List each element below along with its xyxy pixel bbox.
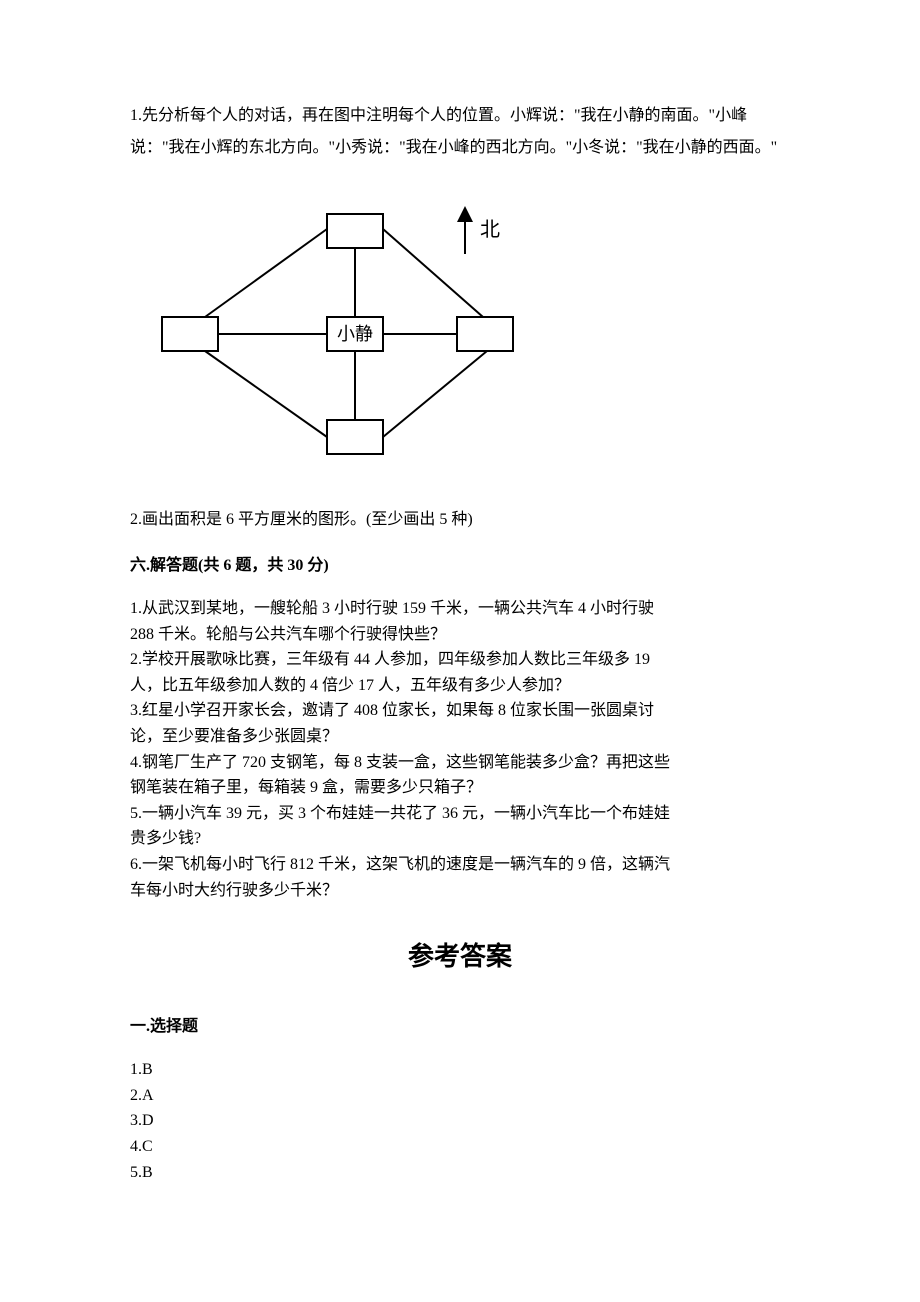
problem-1-line-1: 1.从武汉到某地，一艘轮船 3 小时行驶 159 千米，一辆公共汽车 4 小时行… [130,596,790,622]
problem-5-line-1: 5.一辆小汽车 39 元，买 3 个布娃娃一共花了 36 元，一辆小汽车比一个布… [130,801,790,827]
box-left [162,317,218,351]
answers-title: 参考答案 [130,931,790,983]
problem-3-line-2: 论，至少要准备多少张圆桌？ [130,724,790,750]
edge-bottom-left [205,351,327,437]
problem-5-line-2: 贵多少钱? [130,826,790,852]
question-2-text: 2.画出面积是 6 平方厘米的图形。(至少画出 5 种) [130,504,790,536]
problems-block: 1.从武汉到某地，一艘轮船 3 小时行驶 159 千米，一辆公共汽车 4 小时行… [130,596,790,903]
diagram-container: 北 小静 [130,184,790,474]
problem-1-line-2: 288 千米。轮船与公共汽车哪个行驶得快些？ [130,622,790,648]
edge-right-bottom [383,351,487,437]
problem-4-line-1: 4.钢笔厂生产了 720 支钢笔，每 8 支装一盒，这些钢笔能装多少盒？再把这些 [130,750,790,776]
edge-left-top [205,229,327,317]
answer-item: 1.B [130,1057,790,1083]
problem-6-line-1: 6.一架飞机每小时飞行 812 千米，这架飞机的速度是一辆汽车的 9 倍，这辆汽 [130,852,790,878]
position-diagram: 北 小静 [130,184,540,474]
document-page: 1.先分析每个人的对话，再在图中注明每个人的位置。小辉说："我在小静的南面。"小… [0,0,920,1302]
north-label: 北 [480,218,500,241]
answer-item: 5.B [130,1160,790,1186]
problem-2-line-2: 人，比五年级参加人数的 4 倍少 17 人，五年级有多少人参加？ [130,673,790,699]
box-right [457,317,513,351]
section-6-heading: 六.解答题(共 6 题，共 30 分) [130,550,790,582]
answers-list: 1.B 2.A 3.D 4.C 5.B [130,1057,790,1185]
answer-item: 2.A [130,1083,790,1109]
edge-top-right [383,229,483,317]
problem-6-line-2: 车每小时大约行驶多少千米？ [130,878,790,904]
answers-section-1-heading: 一.选择题 [130,1011,790,1043]
box-top [327,214,383,248]
problem-4-line-2: 钢笔装在箱子里，每箱装 9 盒，需要多少只箱子？ [130,775,790,801]
problem-2-line-1: 2.学校开展歌咏比赛，三年级有 44 人参加，四年级参加人数比三年级多 19 [130,647,790,673]
center-label: 小静 [337,324,373,344]
box-bottom [327,420,383,454]
answer-item: 3.D [130,1108,790,1134]
question-1-text: 1.先分析每个人的对话，再在图中注明每个人的位置。小辉说："我在小静的南面。"小… [130,100,790,164]
problem-3-line-1: 3.红星小学召开家长会，邀请了 408 位家长，如果每 8 位家长围一张圆桌讨 [130,698,790,724]
answer-item: 4.C [130,1134,790,1160]
